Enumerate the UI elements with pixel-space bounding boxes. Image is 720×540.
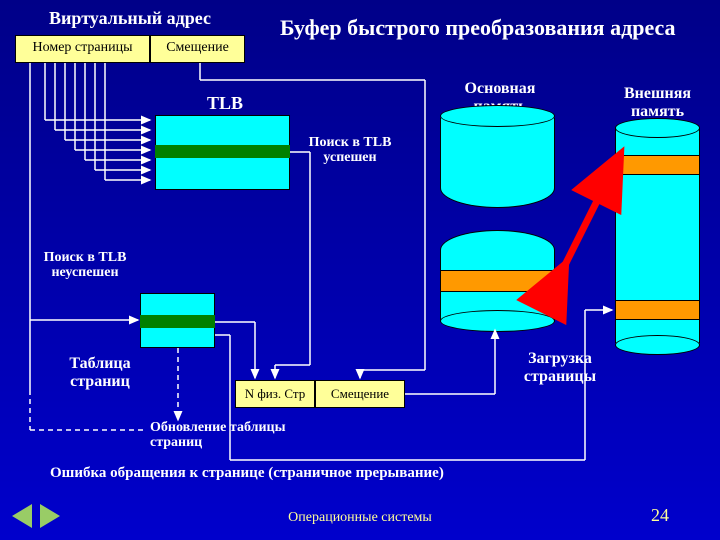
pt-update-label: Обновление таблицы страниц — [150, 420, 300, 451]
va-offset-box: Смещение — [150, 35, 245, 63]
page-load-label: Загрузка страницы — [510, 350, 610, 385]
main-mem-orange — [440, 270, 555, 292]
pt-green-bar — [140, 315, 215, 328]
ext-mem-bot-cap — [615, 335, 700, 355]
ext-mem-orange-1 — [615, 155, 700, 175]
main-mem-top — [440, 118, 555, 208]
ext-mem-top-cap — [615, 118, 700, 138]
page-fault-label: Ошибка обращения к странице (страничное … — [50, 465, 470, 482]
main-mem-bot-cap — [440, 310, 555, 332]
ext-mem-orange-2 — [615, 300, 700, 320]
phys-offset-box: Смещение — [315, 380, 405, 408]
slide-number: 24 — [640, 505, 680, 526]
phys-page-label: N физ. Стр — [245, 386, 306, 401]
slide-title: Буфер быстрого преобразования адреса — [280, 15, 710, 41]
tlb-hit-label: Поиск в TLB успешен — [295, 135, 405, 166]
phys-offset-label: Смещение — [331, 386, 389, 401]
va-page-box: Номер страницы — [15, 35, 150, 63]
virtual-addr-heading: Виртуальный адрес — [25, 8, 235, 29]
page-table-label: Таблица страниц — [55, 355, 145, 390]
main-mem-top-cap — [440, 105, 555, 127]
tlb-miss-label: Поиск в TLB неуспешен — [30, 250, 140, 281]
tlb-green-bar — [155, 145, 290, 158]
va-page-label: Номер страницы — [32, 40, 132, 55]
nav-prev-icon[interactable] — [12, 504, 32, 528]
tlb-heading: TLB — [180, 93, 270, 114]
phys-page-box: N физ. Стр — [235, 380, 315, 408]
footer-label: Операционные системы — [240, 510, 480, 526]
ext-mem-label: Внешняя память — [610, 85, 705, 120]
nav-next-icon[interactable] — [40, 504, 60, 528]
va-offset-label: Смещение — [166, 40, 229, 55]
